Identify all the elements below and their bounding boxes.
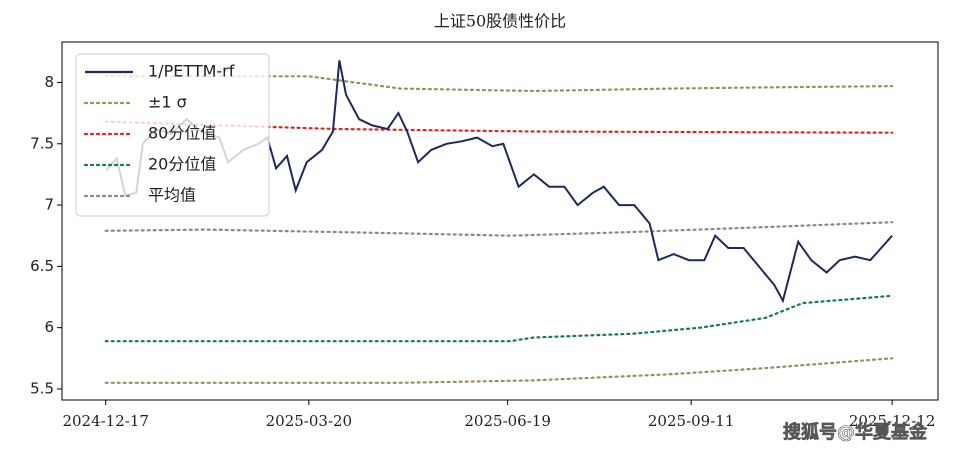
y-tick-label: 8	[44, 73, 54, 91]
y-tick-label: 7.5	[30, 134, 54, 152]
reference-line	[104, 75, 894, 93]
y-tick-label: 6	[44, 318, 54, 336]
legend-box	[75, 53, 270, 217]
legend-label: ±1 σ	[148, 93, 187, 112]
watermark: 搜狐号@华夏基金	[783, 421, 928, 443]
reference-line	[104, 294, 894, 343]
y-tick-label: 5.5	[30, 379, 54, 397]
chart-title: 上证50股债性价比	[434, 12, 566, 31]
plot-frame	[61, 41, 939, 401]
legend-label: 20分位值	[148, 155, 216, 174]
legend-label: 80分位值	[148, 124, 216, 143]
y-tick-label: 6.5	[30, 257, 54, 275]
x-tick-label: 2025-06-19	[464, 412, 550, 430]
y-tick-label: 7	[44, 196, 54, 214]
x-tick-label: 2024-12-17	[62, 412, 148, 430]
x-tick-label: 2025-03-20	[266, 412, 352, 430]
x-tick-label: 2025-09-11	[648, 412, 734, 430]
x-tick-label: 2025-12-12	[849, 412, 935, 430]
reference-line	[104, 221, 894, 237]
legend-label: 1/PETTM-rf	[148, 62, 235, 81]
reference-line	[104, 357, 894, 384]
legend-label: 平均值	[148, 186, 196, 205]
